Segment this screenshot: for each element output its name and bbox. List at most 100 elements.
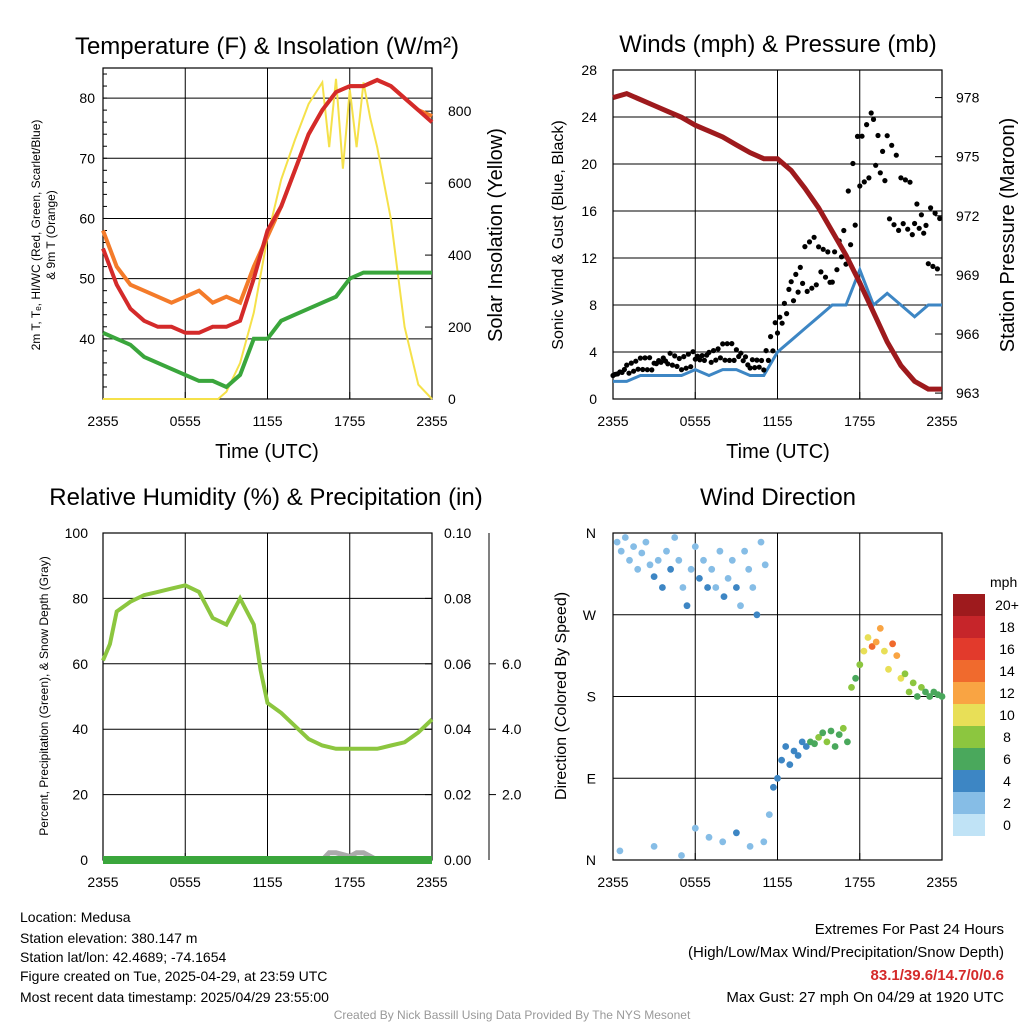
wdir-ytick-label: W bbox=[583, 607, 597, 623]
temp-y2tick-label: 800 bbox=[448, 103, 472, 119]
wdir-point bbox=[705, 833, 713, 841]
gust-point bbox=[647, 355, 653, 361]
gust-point bbox=[633, 358, 639, 364]
temp-chart-title: Temperature (F) & Insolation (W/m²) bbox=[75, 33, 459, 60]
gust-point bbox=[800, 280, 806, 286]
temp-2m-line bbox=[101, 77, 434, 335]
wdir-point bbox=[712, 584, 720, 591]
gust-point bbox=[765, 357, 772, 363]
wdir-point bbox=[901, 670, 909, 678]
gust-point bbox=[932, 210, 938, 216]
wdir-point bbox=[794, 752, 802, 759]
winds-pressure-chart: 0 4 8 12 16 20 24 28 963 966 969 972 975 978 2355 0555 1… bbox=[581, 62, 979, 429]
wdir-point bbox=[868, 643, 876, 650]
winds-y2tick-label: 975 bbox=[956, 149, 980, 165]
gust-point bbox=[724, 341, 730, 347]
rh-precip-chart: 0 20 40 60 80 100 0.00 0.02 0.04 0.06 0.08 0.10 2.0 4… bbox=[65, 525, 522, 890]
gust-point bbox=[763, 348, 769, 354]
rh-ytick-label: 40 bbox=[72, 721, 88, 737]
gust-point bbox=[829, 279, 835, 285]
gust-point bbox=[649, 367, 655, 373]
wdir-point bbox=[700, 556, 707, 564]
wdir-point bbox=[872, 638, 880, 646]
colorbar-label: 16 bbox=[999, 641, 1015, 657]
wdir-point bbox=[687, 565, 695, 573]
winds-xtick-label: 1755 bbox=[844, 413, 875, 429]
gust-point bbox=[788, 279, 794, 285]
gust-point bbox=[642, 355, 648, 361]
info-latlon: Station lat/lon: 42.4689; -74.1654 bbox=[20, 949, 226, 965]
gust-point bbox=[729, 341, 735, 347]
rh-y2tick-label: 0.04 bbox=[444, 721, 471, 737]
wdir-point bbox=[646, 561, 654, 569]
wdir-point bbox=[650, 843, 658, 850]
gust-point bbox=[738, 350, 744, 356]
dewpoint-line bbox=[102, 270, 432, 390]
gust-point bbox=[726, 357, 733, 363]
wdir-xtick-label: 0555 bbox=[680, 874, 711, 890]
gust-point bbox=[752, 365, 758, 371]
gust-point bbox=[884, 133, 890, 139]
gust-point bbox=[857, 183, 863, 189]
wdir-point bbox=[770, 783, 777, 791]
snow-depth-tick-label: 4.0 bbox=[502, 721, 522, 737]
temp-y2tick-label: 600 bbox=[448, 175, 472, 191]
colorbar-label: 0 bbox=[1003, 817, 1011, 833]
wdir-point bbox=[746, 843, 754, 850]
gust-point bbox=[850, 160, 856, 167]
wdir-point bbox=[839, 724, 847, 732]
gust-point bbox=[793, 271, 799, 277]
gust-point bbox=[685, 351, 692, 357]
gust-point bbox=[784, 311, 790, 317]
gust-point bbox=[626, 370, 632, 376]
gust-point bbox=[678, 367, 685, 373]
wdir-point bbox=[671, 534, 679, 541]
temp-ytick-label: 40 bbox=[79, 331, 95, 347]
rh-ytick-label: 60 bbox=[72, 656, 88, 672]
wdir-point bbox=[918, 684, 925, 691]
wdir-point bbox=[667, 565, 674, 573]
wdir-point bbox=[720, 593, 728, 600]
rh-y-label: Percent, Precipitation (Green), & Snow D… bbox=[37, 556, 51, 835]
rh-line bbox=[101, 583, 434, 751]
winds-ytick-label: 20 bbox=[581, 156, 597, 172]
gust-point bbox=[820, 246, 826, 252]
colorbar-label: 12 bbox=[999, 685, 1015, 701]
gust-point bbox=[864, 122, 870, 128]
gust-point bbox=[866, 175, 872, 181]
gust-point bbox=[804, 288, 810, 294]
temp-y2-label: Solar Insolation (Yellow) bbox=[485, 128, 507, 342]
wdir-point bbox=[913, 693, 921, 700]
rh-xtick-label: 2355 bbox=[87, 874, 118, 890]
gust-point bbox=[747, 365, 753, 371]
rh-y2tick-label: 0.10 bbox=[444, 525, 471, 541]
wdir-point bbox=[679, 584, 687, 591]
gust-point bbox=[806, 239, 813, 245]
wdir-point bbox=[696, 575, 703, 582]
wdir-y-label: Direction (Colored By Speed) bbox=[553, 592, 570, 800]
gust-point bbox=[822, 274, 829, 280]
gust-point bbox=[635, 366, 641, 372]
gust-point bbox=[790, 298, 797, 304]
gust-point bbox=[902, 177, 909, 183]
wdir-point bbox=[905, 688, 913, 696]
colorbar-label: 6 bbox=[1003, 751, 1011, 767]
wdir-point bbox=[835, 731, 843, 738]
temp-xtick-label: 2355 bbox=[87, 413, 118, 429]
rh-xtick-label: 1155 bbox=[252, 874, 282, 890]
gust-point bbox=[934, 266, 941, 272]
gust-point bbox=[640, 366, 646, 373]
gust-point bbox=[690, 349, 696, 355]
colorbar-swatch bbox=[953, 594, 985, 616]
rh-ytick-label: 0 bbox=[80, 852, 88, 868]
gust-point bbox=[918, 212, 925, 218]
info-location: Location: Medusa bbox=[20, 909, 131, 925]
snow-depth-tick-label: 6.0 bbox=[502, 656, 522, 672]
wdir-point bbox=[860, 647, 868, 655]
colorbar-swatch bbox=[953, 748, 985, 770]
wdir-point bbox=[922, 688, 929, 696]
wdir-point bbox=[786, 761, 794, 768]
temp-xtick-label: 2355 bbox=[416, 413, 447, 429]
gust-point bbox=[834, 267, 840, 273]
